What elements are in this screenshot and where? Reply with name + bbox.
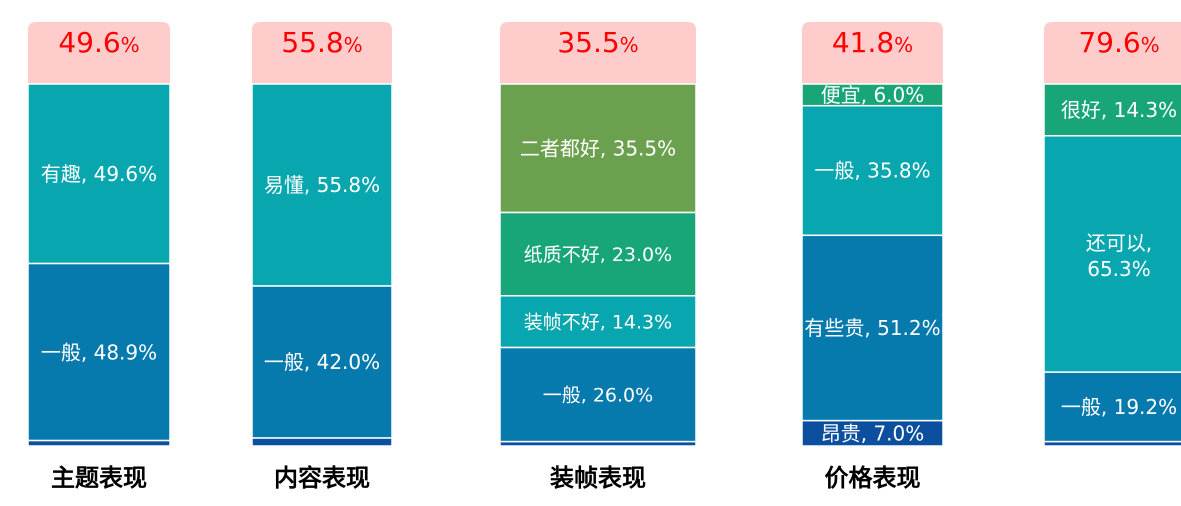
highlight-box [252, 22, 392, 84]
bar-segment [1043, 83, 1181, 137]
highlight-box [802, 22, 943, 84]
bar-segment [499, 295, 697, 349]
bar-segment [251, 83, 393, 287]
bar-segment [801, 104, 944, 237]
category-title: 主题表现 [51, 464, 147, 492]
bar-segment [801, 419, 944, 447]
bar-group-1: 49.6% 有趣, 49.6% 一般, 48.9% 主题表现 [27, 22, 171, 492]
bar-segment [499, 346, 697, 443]
bar-segment [801, 234, 944, 422]
segment-label: 昂贵, 7.0% [821, 422, 925, 446]
segment-label: 一般, 19.2% [1061, 395, 1177, 419]
bar-segment [499, 83, 697, 214]
bar-segment [1043, 371, 1181, 443]
bar-segment [1043, 135, 1181, 373]
highlight-box [500, 22, 696, 84]
segment-label: 还可以, 65.3% [1086, 231, 1152, 281]
bar-segment [251, 285, 393, 439]
bar-segment [499, 440, 697, 447]
segment-label: 便宜, 6.0% [821, 83, 925, 107]
bar-segment [251, 437, 393, 447]
segment-label: 一般, 26.0% [543, 384, 653, 406]
category-title: 价格表现 [825, 464, 921, 492]
segment-label: 有趣, 49.6% [41, 162, 157, 186]
category-title: 内容表现 [274, 464, 370, 492]
highlight-box [28, 22, 170, 84]
segment-label: 一般, 35.8% [814, 159, 930, 183]
segment-label: 二者都好, 35.5% [520, 136, 676, 160]
highlight-box [1044, 22, 1181, 84]
segment-label: 一般, 48.9% [41, 340, 157, 364]
bar-group-4: 41.8% 便宜, 6.0% 一般, 35.8% 有些贵, 51.2% 昂贵, 7.0%… [801, 22, 944, 492]
segment-label: 很好, 14.3% [1061, 98, 1177, 122]
highlight-value: 79.6% [1078, 26, 1159, 59]
segment-label: 纸质不好, 23.0% [524, 244, 672, 266]
bar-segment [27, 262, 171, 442]
bar-segment [27, 439, 171, 447]
bar-segment [1043, 440, 1181, 447]
segment-label: 装帧不好, 14.3% [524, 311, 672, 333]
segment-label: 一般, 42.0% [264, 350, 380, 374]
highlight-value: 49.6% [58, 26, 139, 59]
bar-segment [27, 83, 171, 265]
highlight-value: 55.8% [281, 26, 362, 59]
category-title: 装帧表现 [550, 464, 646, 492]
segment-label: 易懂, 55.8% [264, 173, 380, 197]
highlight-value: 41.8% [832, 26, 913, 59]
bar-group-5: 79.6% 很好, 14.3% 还可以, 65.3% 一般, 19.2% [1043, 22, 1181, 447]
bar-group-3: 35.5% 二者都好, 35.5% 纸质不好, 23.0% 装帧不好, 14.3% 一般… [499, 22, 697, 492]
bar-group-2: 55.8% 易懂, 55.8% 一般, 42.0% 内容表现 [251, 22, 393, 492]
segment-label: 有些贵, 51.2% [804, 316, 940, 340]
highlight-value: 35.5% [557, 26, 638, 59]
